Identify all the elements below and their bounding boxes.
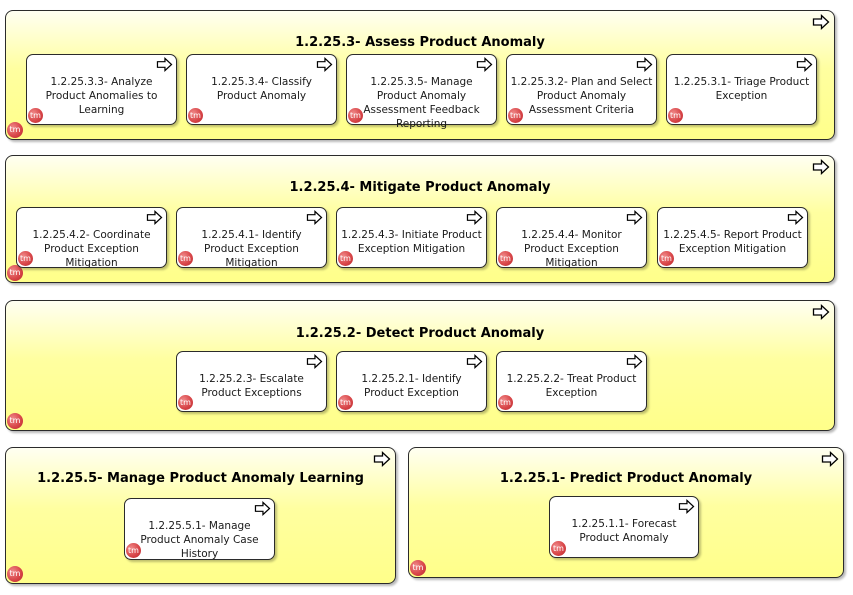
card-analyze-product-anomalies[interactable]: 1.2.25.3.3- Analyze Product Anomalies to… [26, 54, 177, 125]
tm-badge-icon: tm [18, 251, 33, 266]
arrow-right-outline-icon [156, 57, 173, 72]
card-forecast-product-anomaly[interactable]: 1.2.25.1.1- Forecast Product Anomaly tm [549, 496, 699, 558]
tm-badge-icon: tm [7, 265, 23, 281]
card-label: 1.2.25.4.3- Initiate Product Exception M… [341, 229, 482, 255]
tm-badge-icon: tm [178, 251, 193, 266]
card-label: 1.2.25.3.4- Classify Product Anomaly [211, 76, 312, 102]
card-manage-case-history[interactable]: 1.2.25.5.1- Manage Product Anomaly Case … [124, 498, 275, 560]
tm-badge-icon: tm [668, 108, 683, 123]
tm-badge-icon: tm [188, 108, 203, 123]
card-identify-exception[interactable]: 1.2.25.2.1- Identify Product Exception t… [336, 351, 487, 412]
card-initiate-mitigation[interactable]: 1.2.25.4.3- Initiate Product Exception M… [336, 207, 487, 268]
arrow-right-outline-icon [476, 57, 493, 72]
arrow-right-outline-icon [306, 354, 323, 369]
tm-badge-icon: tm [178, 395, 193, 410]
card-label: 1.2.25.2.1- Identify Product Exception [361, 373, 462, 399]
arrow-right-outline-icon [466, 354, 483, 369]
card-coordinate-mitigation[interactable]: 1.2.25.4.2- Coordinate Product Exception… [16, 207, 167, 269]
card-plan-select-criteria[interactable]: 1.2.25.3.2- Plan and Select Product Anom… [506, 54, 657, 125]
tm-badge-icon: tm [126, 543, 141, 558]
tm-badge-icon: tm [338, 395, 353, 410]
tm-badge-icon: tm [551, 541, 566, 556]
arrow-right-outline-icon [787, 210, 804, 225]
tm-badge-icon: tm [7, 413, 23, 429]
arrow-right-outline-icon [254, 501, 271, 516]
arrow-right-outline-icon [466, 210, 483, 225]
card-label: 1.2.25.1.1- Forecast Product Anomaly [571, 518, 677, 544]
card-escalate-exceptions[interactable]: 1.2.25.2.3- Escalate Product Exceptions … [176, 351, 327, 412]
card-report-mitigation[interactable]: 1.2.25.4.5- Report Product Exception Mit… [657, 207, 808, 268]
card-label: 1.2.25.3.2- Plan and Select Product Anom… [510, 76, 653, 116]
card-monitor-mitigation[interactable]: 1.2.25.4.4- Monitor Product Exception Mi… [496, 207, 647, 269]
arrow-right-outline-icon [626, 210, 643, 225]
group-mitigate-product-anomaly[interactable]: 1.2.25.4- Mitigate Product Anomaly tm 1.… [5, 155, 835, 283]
card-label: 1.2.25.4.1- Identify Product Exception M… [201, 229, 302, 269]
arrow-right-outline-icon [316, 57, 333, 72]
tm-badge-icon: tm [410, 560, 426, 576]
arrow-right-outline-icon [821, 451, 839, 467]
tm-badge-icon: tm [7, 122, 23, 138]
card-label: 1.2.25.2.3- Escalate Product Exceptions [199, 373, 304, 399]
group-title: 1.2.25.1- Predict Product Anomaly [499, 471, 753, 486]
card-identify-mitigation[interactable]: 1.2.25.4.1- Identify Product Exception M… [176, 207, 327, 269]
arrow-right-outline-icon [146, 210, 163, 225]
tm-badge-icon: tm [28, 108, 43, 123]
card-label: 1.2.25.4.4- Monitor Product Exception Mi… [521, 229, 622, 269]
arrow-right-outline-icon [678, 499, 695, 514]
group-title: 1.2.25.3- Assess Product Anomaly [295, 35, 545, 50]
tm-badge-icon: tm [508, 108, 523, 123]
arrow-right-outline-icon [626, 354, 643, 369]
arrow-right-outline-icon [636, 57, 653, 72]
tm-badge-icon: tm [338, 251, 353, 266]
card-label: 1.2.25.4.5- Report Product Exception Mit… [663, 229, 802, 255]
arrow-right-outline-icon [373, 451, 391, 467]
card-label: 1.2.25.3.1- Triage Product Exception [673, 76, 810, 102]
card-manage-assessment-feedback[interactable]: 1.2.25.3.5- Manage Product Anomaly Asses… [346, 54, 497, 130]
group-detect-product-anomaly[interactable]: 1.2.25.2- Detect Product Anomaly tm 1.2.… [5, 300, 835, 431]
tm-badge-icon: tm [659, 251, 674, 266]
card-treat-exception[interactable]: 1.2.25.2.2- Treat Product Exception tm [496, 351, 647, 412]
group-predict-product-anomaly[interactable]: 1.2.25.1- Predict Product Anomaly tm 1.2… [408, 447, 844, 578]
group-title: 1.2.25.5- Manage Product Anomaly Learnin… [37, 471, 364, 486]
card-triage-product-exception[interactable]: 1.2.25.3.1- Triage Product Exception tm [666, 54, 817, 125]
group-assess-product-anomaly[interactable]: 1.2.25.3- Assess Product Anomaly tm 1.2.… [5, 10, 835, 140]
arrow-right-outline-icon [812, 14, 830, 30]
card-label: 1.2.25.2.2- Treat Product Exception [506, 373, 637, 399]
group-title: 1.2.25.4- Mitigate Product Anomaly [289, 180, 551, 195]
card-label: 1.2.25.4.2- Coordinate Product Exception… [32, 229, 151, 269]
card-label: 1.2.25.3.3- Analyze Product Anomalies to… [45, 76, 158, 116]
arrow-right-outline-icon [306, 210, 323, 225]
tm-badge-icon: tm [348, 108, 363, 123]
tm-badge-icon: tm [498, 251, 513, 266]
arrow-right-outline-icon [796, 57, 813, 72]
group-manage-product-anomaly-learning[interactable]: 1.2.25.5- Manage Product Anomaly Learnin… [5, 447, 396, 584]
arrow-right-outline-icon [812, 159, 830, 175]
card-label: 1.2.25.3.5- Manage Product Anomaly Asses… [363, 76, 480, 130]
tm-badge-icon: tm [7, 566, 23, 582]
tm-badge-icon: tm [498, 395, 513, 410]
arrow-right-outline-icon [812, 304, 830, 320]
card-label: 1.2.25.5.1- Manage Product Anomaly Case … [140, 520, 259, 560]
group-title: 1.2.25.2- Detect Product Anomaly [295, 326, 545, 341]
card-classify-product-anomaly[interactable]: 1.2.25.3.4- Classify Product Anomaly tm [186, 54, 337, 125]
